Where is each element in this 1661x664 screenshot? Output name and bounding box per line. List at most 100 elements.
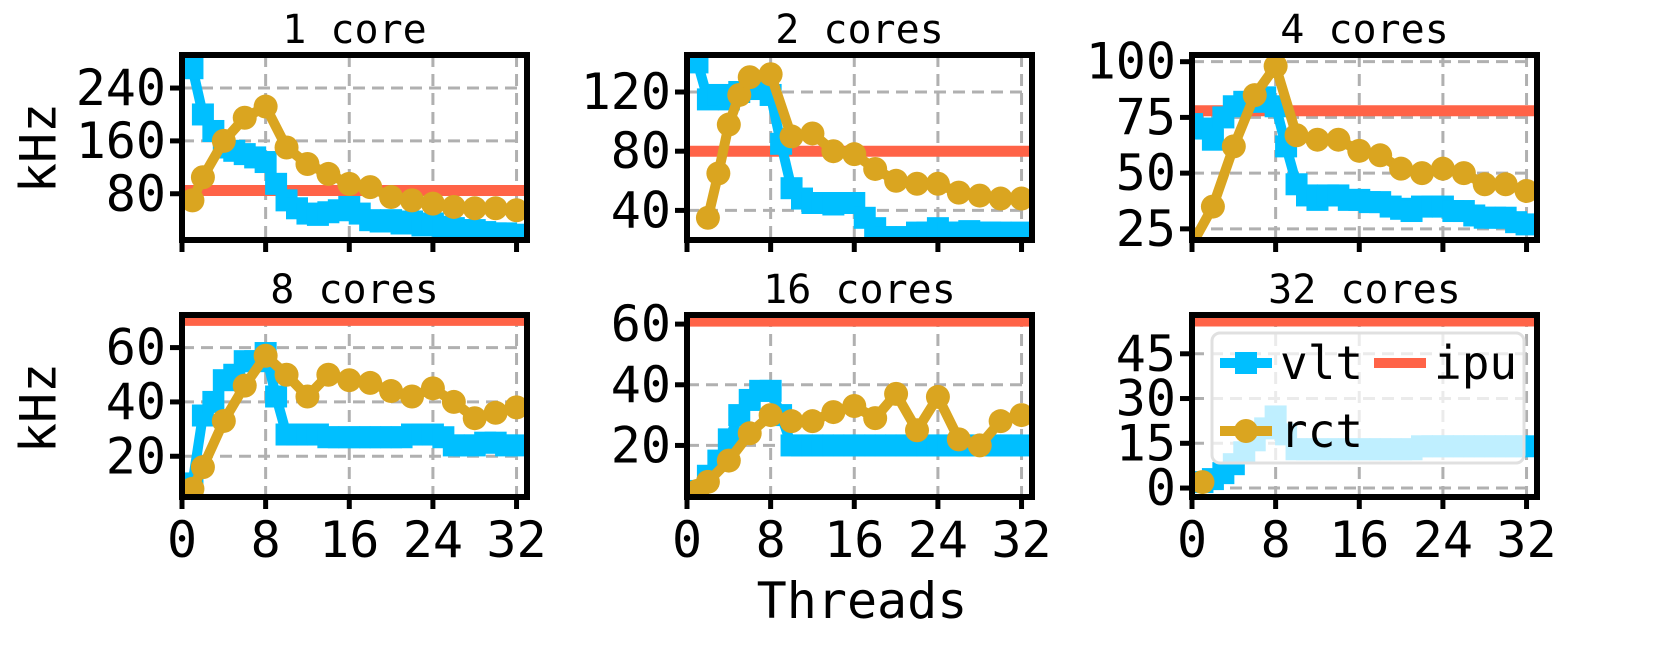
series-rct-point (1410, 161, 1434, 186)
series-rct-point (1284, 123, 1309, 148)
series-rct-point (358, 370, 383, 395)
axes-frame (179, 52, 530, 243)
series-rct-point (1347, 138, 1372, 163)
series-vlt-point (1201, 128, 1224, 151)
x-tick-label: 24 (1413, 511, 1473, 569)
series-vlt-point (1010, 434, 1032, 457)
series-rct-point (884, 168, 909, 193)
x-tick-label: 16 (1329, 511, 1389, 569)
series-rct-point (706, 161, 731, 186)
y-axis-label-top: kHz (10, 103, 68, 193)
series-rct-point (1430, 156, 1455, 181)
series-rct-point (253, 94, 278, 119)
y-tick-label: 75 (1116, 88, 1176, 146)
series-rct-point (967, 183, 992, 208)
series-vlt-point (1515, 213, 1537, 236)
y-tick-label: 20 (106, 427, 166, 485)
series-rct-point (863, 156, 888, 181)
y-tick-label: 25 (1116, 200, 1176, 258)
series-rct-point (842, 142, 867, 167)
series-rct-point (358, 175, 383, 200)
series-rct-point (821, 139, 846, 164)
series-rct-point (1472, 172, 1497, 197)
series-rct-point (716, 112, 741, 137)
series-vlt-point (717, 428, 740, 451)
series-rct-point (316, 362, 341, 387)
series-rct-point (1368, 143, 1393, 168)
y-tick-label: 20 (611, 416, 671, 474)
series-vlt-point (687, 55, 709, 74)
series-rct-point (716, 448, 741, 473)
series-rct-point (863, 406, 888, 431)
series-rct-point (483, 400, 508, 425)
series-rct-point (1493, 172, 1518, 197)
legend: vlt ipu rct (1210, 331, 1526, 465)
series-rct-point (905, 171, 929, 196)
series-rct-point (182, 188, 205, 213)
series-vlt-point (265, 172, 288, 195)
series-rct-point (779, 409, 804, 434)
legend-box (1210, 331, 1526, 465)
series-rct-point (337, 368, 362, 393)
series-rct-point (1009, 403, 1032, 428)
y-tick-label: 80 (106, 165, 166, 223)
x-tick-label: 0 (167, 511, 197, 569)
y-tick-label: 30 (1116, 370, 1176, 428)
series-rct-point (1514, 178, 1537, 203)
series-rct-point (988, 186, 1013, 211)
x-tick-label: 0 (1177, 511, 1207, 569)
y-tick-label: 80 (611, 122, 671, 180)
series-rct-point (988, 409, 1013, 434)
series-rct-point (462, 406, 487, 431)
y-tick-label: 120 (581, 63, 671, 121)
axes-frame (179, 312, 530, 500)
series-rct-point (905, 418, 929, 443)
x-tick-label: 32 (1496, 511, 1556, 569)
series-vlt-point (505, 434, 527, 457)
series-rct-point (925, 171, 950, 196)
series-rct-point (1192, 470, 1215, 495)
series-rct-point (274, 135, 299, 160)
series-rct-point (925, 384, 950, 409)
series-rct-point (441, 389, 466, 414)
series-rct-point (800, 121, 825, 146)
y-tick-label: 40 (106, 373, 166, 431)
axes-frame (684, 52, 1035, 243)
panel-title: 4 cores (1280, 7, 1449, 53)
series-vlt-point (1010, 221, 1032, 240)
x-tick-label: 8 (1261, 511, 1291, 569)
series-rct-point (1305, 127, 1330, 152)
series-rct-point (946, 180, 971, 205)
series-rct-point (884, 381, 909, 406)
panel-title: 32 cores (1268, 267, 1461, 313)
series-rct-point (211, 408, 236, 433)
series-rct-point (842, 394, 867, 418)
y-tick-label: 240 (76, 59, 166, 117)
series-vlt-point (202, 390, 225, 413)
axes-frame (684, 312, 1035, 500)
series-vlt-point (759, 379, 782, 402)
series-rct-point (504, 198, 527, 223)
x-tick-label: 24 (403, 511, 463, 569)
series-rct-point (946, 427, 971, 452)
series-rct-point (337, 171, 362, 196)
series-rct-point (1389, 156, 1414, 181)
series-rct-point (400, 384, 424, 409)
series-vlt-point (254, 151, 277, 174)
y-axis-label-bottom: kHz (10, 363, 68, 453)
series-rct-point (379, 379, 404, 404)
panel-title: 2 cores (775, 7, 944, 53)
y-tick-label: 60 (106, 319, 166, 377)
series-rct-point (295, 152, 320, 177)
series-rct-point (1263, 55, 1288, 79)
series-rct-point (1451, 161, 1476, 186)
legend-vlt-marker (1235, 352, 1257, 374)
series-rct-point (211, 128, 236, 153)
